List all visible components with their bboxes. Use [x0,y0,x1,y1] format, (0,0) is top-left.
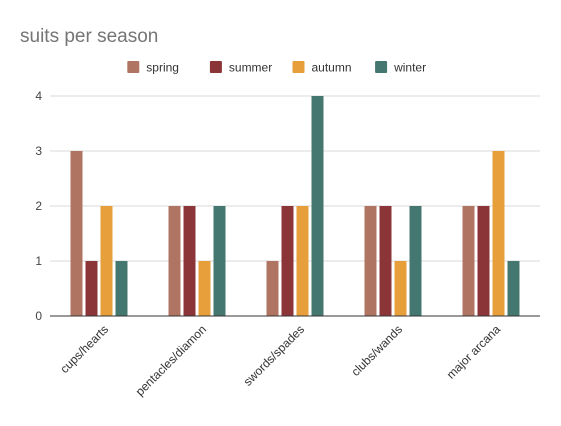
y-tick-label: 1 [35,254,42,268]
bar-winter [409,206,422,316]
bar-summer [379,206,392,316]
x-tick-label: swords/spades [241,322,308,389]
bars [70,96,520,316]
legend-swatch-winter [375,61,388,73]
legend-label-winter: winter [393,61,426,75]
legend-swatch-spring [127,61,140,73]
bar-autumn [394,261,407,316]
bar-spring [70,151,83,316]
legend-swatch-autumn [292,61,305,73]
bar-winter [311,96,324,316]
legend-label-summer: summer [229,61,272,75]
x-tick-label: cups/hearts [57,322,111,376]
bar-summer [281,206,294,316]
bar-spring [168,206,181,316]
x-tick-label: major arcana [444,322,504,382]
bar-autumn [492,151,505,316]
y-tick-label: 3 [35,144,42,158]
bar-summer [85,261,98,316]
chart-title: suits per season [20,26,158,47]
x-axis-ticks: cups/hearts pentacles/diamon swords/spades… [57,322,503,399]
bar-winter [507,261,520,316]
bar-summer [477,206,490,316]
y-tick-label: 0 [35,309,42,323]
y-tick-label: 2 [35,199,42,213]
legend-swatch-summer [209,61,222,73]
bar-spring [462,206,475,316]
x-tick-label: pentacles/diamon [133,322,209,398]
bar-autumn [198,261,211,316]
y-tick-label: 4 [35,89,42,103]
y-axis-ticks: 0 1 2 3 4 [35,89,42,323]
x-tick-label: clubs/wands [349,322,406,379]
bar-autumn [100,206,113,316]
bar-winter [213,206,226,316]
legend: spring summer autumn winter [127,61,426,75]
bar-winter [115,261,128,316]
bar-summer [183,206,196,316]
bar-autumn [296,206,309,316]
bar-spring [364,206,377,316]
legend-label-autumn: autumn [312,61,352,75]
bar-spring [266,261,279,316]
grid [50,95,540,262]
legend-label-spring: spring [146,61,179,75]
